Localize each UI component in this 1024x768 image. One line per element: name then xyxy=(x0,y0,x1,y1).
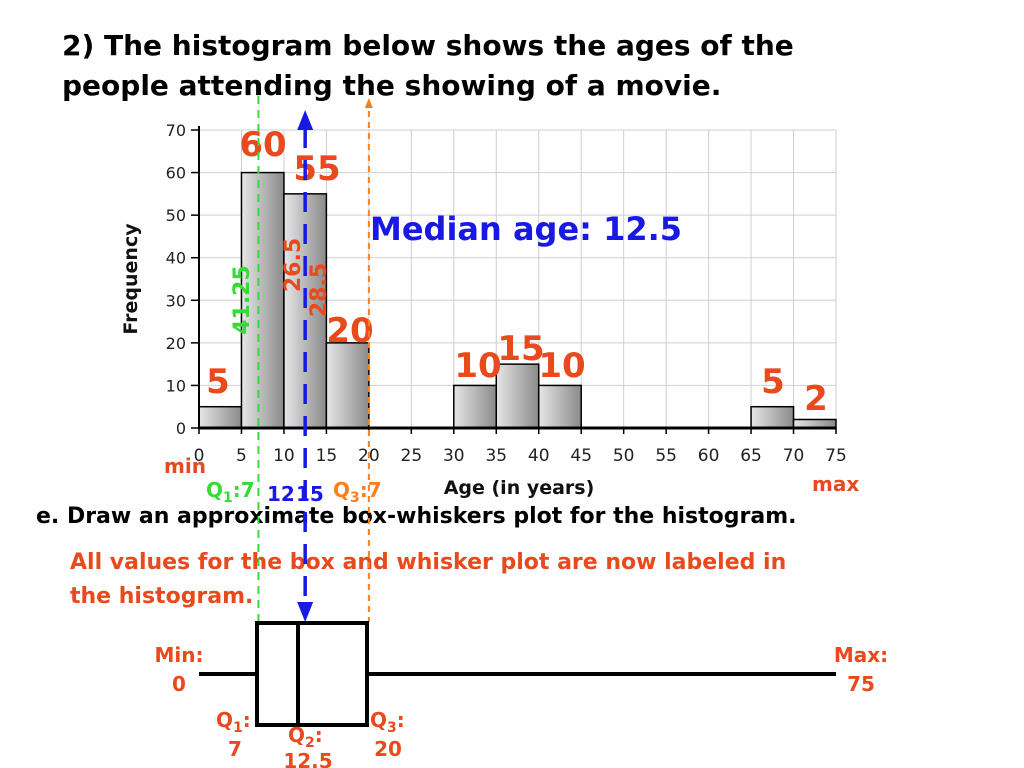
y-tick-label: 10 xyxy=(166,376,186,395)
median-arrow-up-icon xyxy=(297,110,314,130)
bar-value-label: 20 xyxy=(326,311,373,351)
x-tick-label: 0 xyxy=(194,446,205,466)
bar-value-label: 2 xyxy=(804,379,828,419)
histogram-bar xyxy=(537,384,582,429)
histogram-bar xyxy=(750,405,795,429)
q1-marker-label: Q1:7 xyxy=(206,478,255,506)
x-tick-label: 70 xyxy=(783,446,805,466)
median-annotation: Median age: 12.5 xyxy=(370,210,682,248)
x-tick-label: 50 xyxy=(613,446,635,466)
box-min-value: 0 xyxy=(172,672,186,696)
box-min-label: Min: xyxy=(155,643,204,667)
y-tick-label: 70 xyxy=(166,121,186,140)
note-line-2: the histogram. xyxy=(70,584,254,609)
histogram-bar xyxy=(198,405,243,429)
question-line-1: 2) The histogram below shows the ages of… xyxy=(62,29,794,62)
box-max-label: Max: xyxy=(834,643,888,667)
bar-value-label: 10 xyxy=(454,346,501,386)
q2-count-label-a: 26.5 xyxy=(281,238,306,292)
y-tick-label: 30 xyxy=(166,291,186,310)
x-tick-label: 5 xyxy=(236,446,247,466)
histogram-bar xyxy=(453,384,498,429)
y-tick-label: 60 xyxy=(166,164,186,183)
y-tick-label: 40 xyxy=(166,249,186,268)
y-tick-label: 20 xyxy=(166,334,186,353)
box-q3-label: Q3: xyxy=(370,708,405,736)
note-line-1: All values for the box and whisker plot … xyxy=(70,550,787,575)
box-q2-label: Q2: xyxy=(288,723,323,751)
box-q1-value: 7 xyxy=(228,737,242,761)
part-e-instruction: e. Draw an approximate box-whiskers plot… xyxy=(36,504,797,529)
median-number-a: 12 xyxy=(267,482,295,506)
question-line-2: people attending the showing of a movie. xyxy=(62,69,722,102)
x-tick-label: 25 xyxy=(401,446,423,466)
box-q2-value: 12.5 xyxy=(283,749,332,768)
min-label: min xyxy=(164,454,206,478)
x-tick-label: 55 xyxy=(655,446,677,466)
histogram-bar xyxy=(240,171,285,429)
y-tick-label: 0 xyxy=(176,419,186,438)
x-axis-label: Age (in years) xyxy=(444,477,595,499)
box-q1-label: Q1: xyxy=(216,708,251,736)
x-tick-label: 10 xyxy=(273,446,295,466)
x-tick-label: 40 xyxy=(528,446,550,466)
median-arrow-down-icon xyxy=(297,602,314,622)
question-text: 2) The histogram below shows the ages of… xyxy=(62,26,794,106)
x-tick-label: 45 xyxy=(570,446,592,466)
x-tick-label: 15 xyxy=(316,446,338,466)
max-label: max xyxy=(812,472,859,496)
x-tick-label: 35 xyxy=(485,446,507,466)
x-tick-label: 65 xyxy=(740,446,762,466)
x-tick-label: 60 xyxy=(698,446,720,466)
bar-value-label: 15 xyxy=(497,329,544,369)
box-max-value: 75 xyxy=(847,672,875,696)
q1-count-label: 41.25 xyxy=(230,265,255,335)
box-q3-value: 20 xyxy=(374,737,402,761)
bar-value-label: 5 xyxy=(206,362,230,402)
y-axis-label: Frequency xyxy=(120,223,142,335)
q3-arrow-up-icon xyxy=(364,98,373,108)
bar-value-label: 55 xyxy=(293,149,340,189)
bar-value-label: 5 xyxy=(761,362,785,402)
bar-value-label: 60 xyxy=(239,125,286,165)
median-number-b: 15 xyxy=(296,482,324,506)
note-text: All values for the box and whisker plot … xyxy=(70,546,870,614)
histogram-bar xyxy=(325,342,370,429)
histogram-bar xyxy=(495,363,540,429)
q3-marker-label: Q3:7 xyxy=(333,478,382,506)
x-tick-label: 75 xyxy=(825,446,847,466)
bar-value-label: 10 xyxy=(538,346,585,386)
q2-count-label-b: 28.5 xyxy=(307,263,332,317)
box-rect xyxy=(255,621,369,727)
y-tick-label: 50 xyxy=(166,206,186,225)
x-tick-label: 30 xyxy=(443,446,465,466)
